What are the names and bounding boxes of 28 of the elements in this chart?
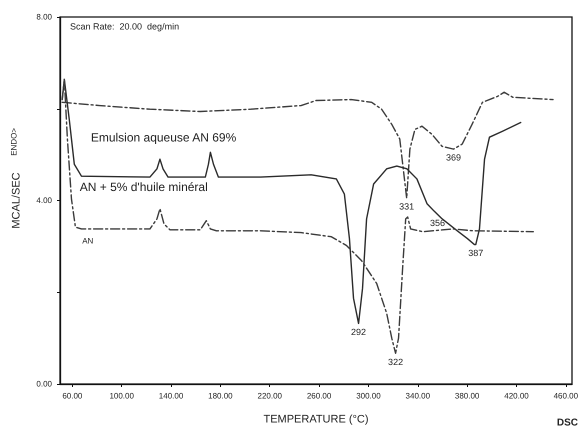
x-axis-title: TEMPERATURE (°C)	[263, 414, 369, 426]
y-tick-label: 8.00	[36, 12, 53, 22]
y-tick-label: 4.00	[36, 196, 53, 205]
x-tick-label: 60.00	[62, 392, 83, 400]
x-tick-label: 260.00	[306, 392, 332, 400]
series-label: AN + 5% d'huile minéral	[80, 180, 208, 194]
x-tick-label: 180.00	[208, 392, 234, 400]
annotation: 356	[430, 218, 446, 228]
y-axis-title: MCAL/SEC	[10, 172, 22, 229]
text: ENDO>	[10, 128, 18, 156]
x-tick-label: 380.00	[454, 392, 480, 400]
x-tick-label: 140.00	[158, 392, 184, 400]
annotation: 331	[399, 202, 414, 212]
x-tick-label: 340.00	[406, 392, 431, 400]
x-tick-label: 220.00	[258, 392, 283, 400]
series-label: Emulsion aqueuse AN 69%	[90, 130, 237, 145]
annotation: 387	[468, 248, 484, 258]
annotation: Scan Rate: 20.00 deg/min	[70, 22, 180, 32]
annotation: 292	[351, 326, 366, 337]
y-tick-label: 0.00	[36, 380, 53, 388]
x-tick-label: 300.00	[356, 392, 382, 400]
annotation: 369	[446, 152, 462, 163]
series-label: AN	[82, 236, 94, 246]
x-tick-label: 420.00	[504, 392, 530, 400]
x-tick-label: 460.00	[554, 392, 579, 400]
text: DSC	[556, 418, 578, 428]
annotation: 322	[388, 356, 404, 367]
x-tick-label: 100.00	[109, 392, 134, 400]
